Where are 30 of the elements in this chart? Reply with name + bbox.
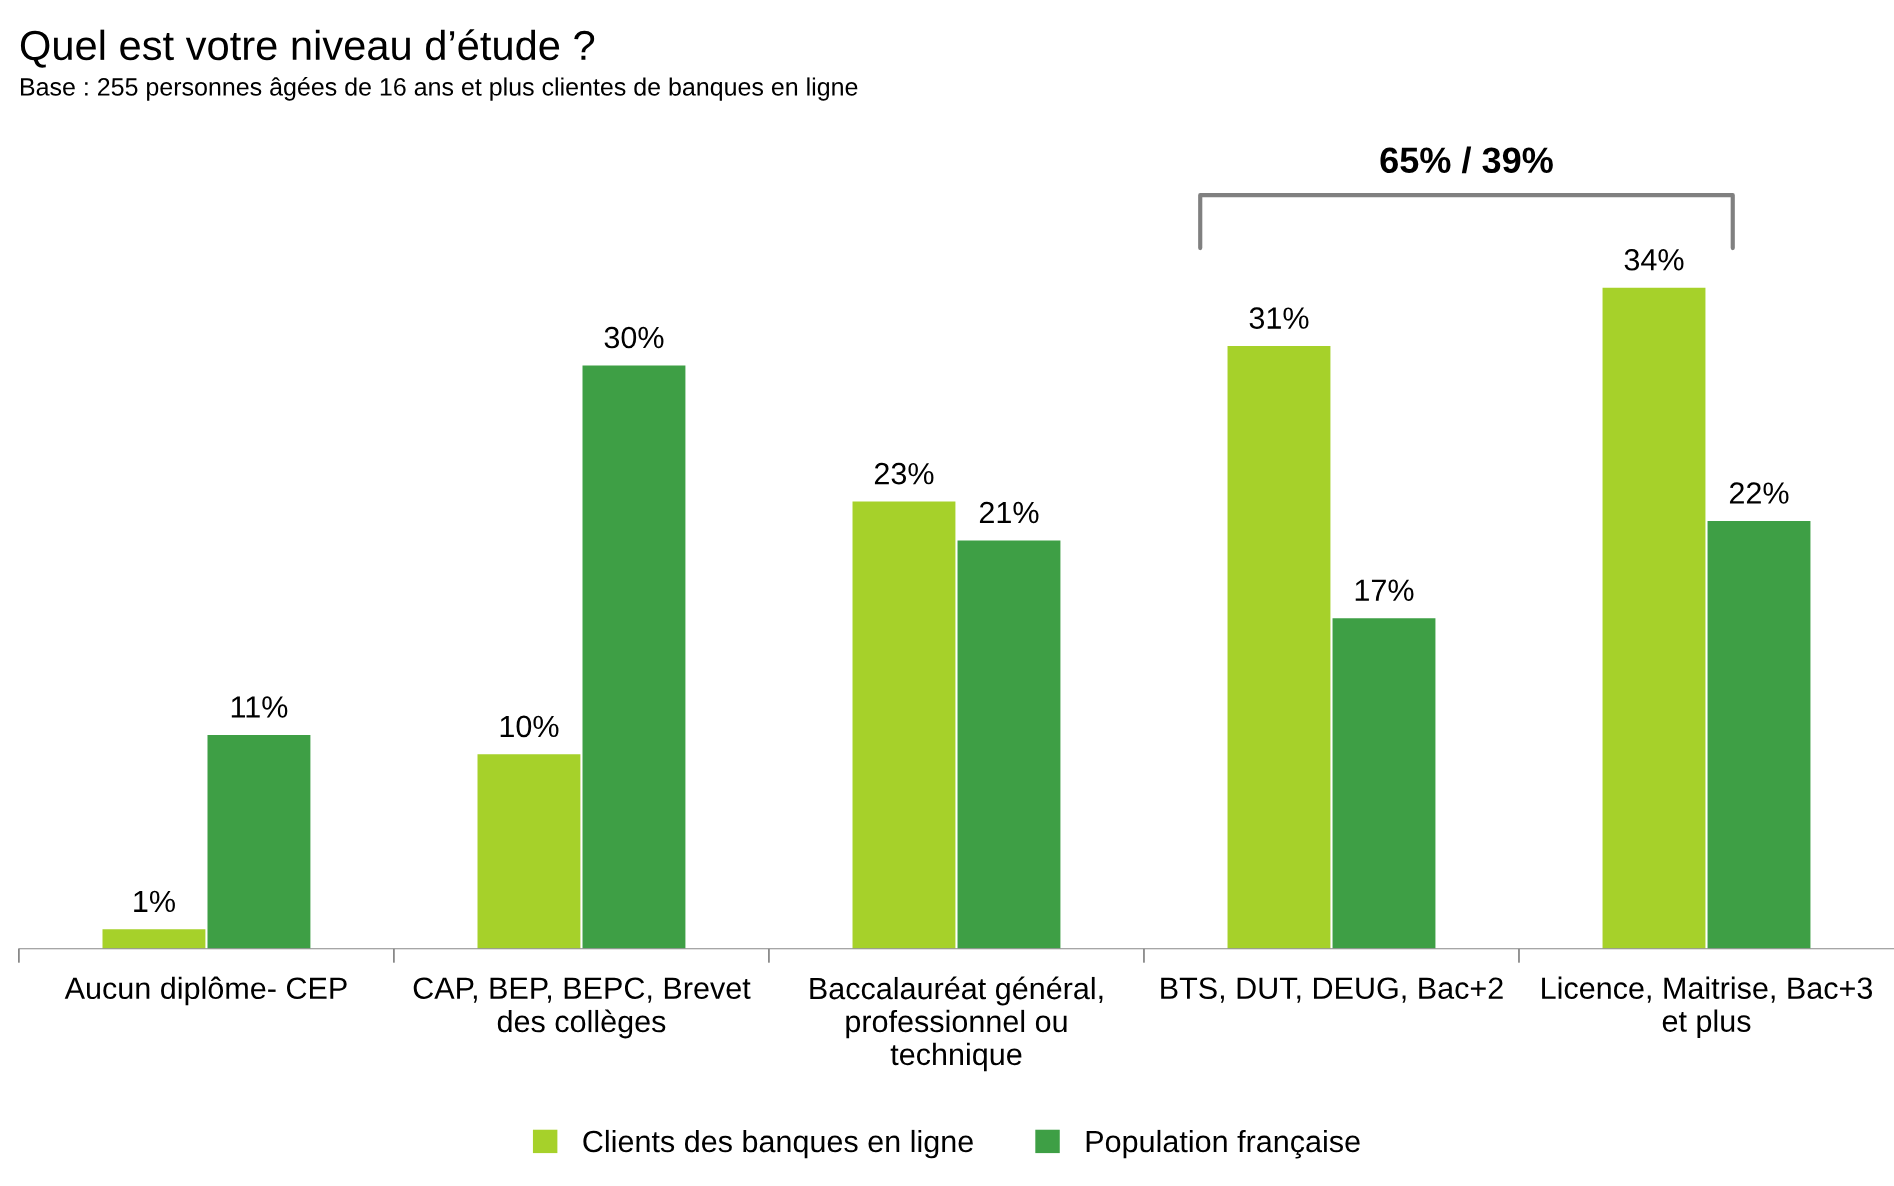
bar: [1602, 287, 1706, 949]
bar: [1227, 346, 1331, 949]
x-tick-label: BTS, DUT, DEUG, Bac+2: [1161, 977, 1503, 1003]
data-label: 34%: [1624, 248, 1684, 271]
bar: [1332, 618, 1436, 949]
data-label: 21%: [979, 501, 1039, 524]
data-label: 10%: [500, 715, 559, 738]
data-label: 23%: [874, 462, 934, 485]
data-label: 31%: [1249, 307, 1309, 329]
bar: [102, 929, 206, 949]
bar: [852, 501, 956, 949]
chart-title: Quel est votre niveau d’étude ?: [20, 29, 595, 68]
x-tick-label: Licence, Maitrise, Bac+3 et plus: [1542, 976, 1873, 1038]
bar: [957, 540, 1061, 949]
data-label: 30%: [604, 326, 664, 349]
data-label: 1%: [134, 890, 175, 913]
legend-label: Clients des banques en ligne: [583, 1129, 973, 1159]
bar: [582, 365, 686, 949]
x-tick-label: CAP, BEP, BEPC, Brevet des collèges: [413, 977, 751, 1039]
x-tick-label: Baccalauréat général, professionnel ou technique: [810, 976, 1103, 1072]
text: 65% / 39%: [1380, 146, 1553, 174]
legend-label: Population française: [1086, 1129, 1360, 1159]
chart-subtitle: Base : 255 personnes âgées de 16 ans et plus clientes de banques en ligne: [20, 77, 858, 101]
data-label: 11%: [231, 696, 288, 718]
x-tick-label: Aucun diplôme- CEP: [64, 976, 347, 1006]
bar: [477, 754, 581, 949]
bar: [1707, 521, 1811, 949]
data-label: 22%: [1729, 482, 1789, 504]
data-label: 17%: [1355, 579, 1414, 602]
bar: [207, 734, 311, 949]
